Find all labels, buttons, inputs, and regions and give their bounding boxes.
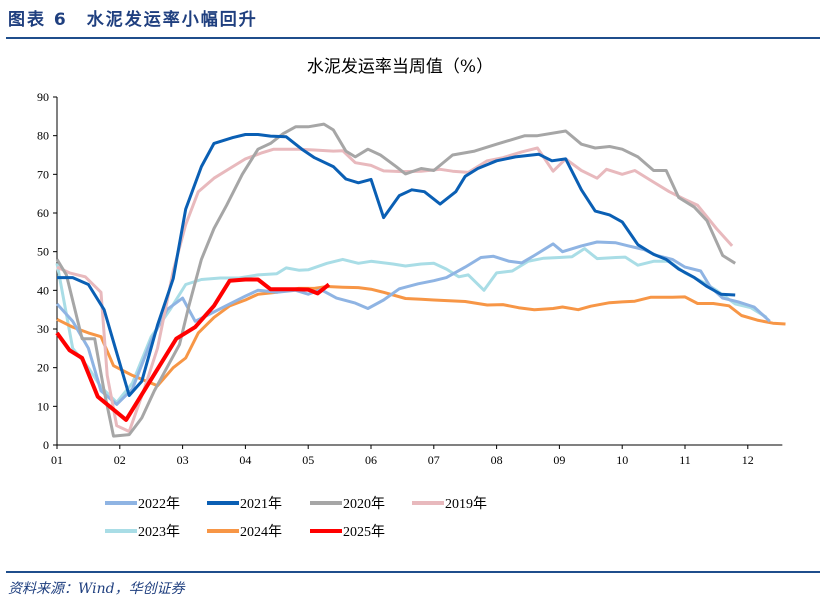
x-tick-label: 07 (428, 453, 440, 467)
legend-label: 2021年 (240, 496, 282, 512)
x-tick-label: 08 (491, 453, 503, 467)
legend-item: 2019年 (412, 496, 487, 512)
x-tick-label: 05 (302, 453, 314, 467)
legend-item: 2024年 (207, 524, 282, 540)
x-tick-label: 03 (177, 453, 189, 467)
y-tick-label: 60 (37, 206, 49, 220)
y-tick-label: 50 (37, 245, 49, 259)
x-tick-label: 11 (679, 453, 691, 467)
series-line-2023 (55, 247, 768, 404)
legend-label: 2019年 (445, 496, 487, 512)
figure-title: 图表 6 水泥发运率小幅回升 (8, 10, 258, 30)
legend-item: 2023年 (105, 524, 180, 540)
y-tick-label: 90 (37, 90, 49, 104)
footer-divider (6, 571, 820, 573)
legend-item: 2022年 (105, 496, 180, 512)
y-tick-label: 40 (37, 283, 49, 297)
y-tick-label: 10 (37, 399, 49, 413)
y-tick-label: 70 (37, 167, 49, 181)
header-divider (6, 37, 820, 39)
series-line-2025 (55, 277, 331, 422)
y-tick-label: 80 (37, 129, 49, 143)
y-tick-label: 0 (43, 438, 49, 452)
legend-item: 2025年 (310, 524, 385, 540)
legend-label: 2020年 (343, 496, 385, 512)
series-line-2024 (56, 285, 786, 388)
x-tick-label: 09 (553, 453, 565, 467)
x-tick-label: 10 (616, 453, 628, 467)
series-line-2019 (56, 146, 734, 433)
x-tick-label: 06 (365, 453, 377, 467)
source-note: 资料来源：Wind，华创证券 (8, 581, 185, 597)
legend-label: 2024年 (240, 524, 282, 540)
x-tick-label: 01 (51, 453, 63, 467)
series-line-2020 (55, 122, 736, 438)
chart-title: 水泥发运率当周值（%） (307, 57, 493, 77)
x-tick-label: 04 (239, 453, 251, 467)
legend-label: 2022年 (138, 496, 180, 512)
legend-label: 2025年 (343, 524, 385, 540)
legend-item: 2021年 (207, 496, 282, 512)
y-tick-label: 20 (37, 361, 49, 375)
x-tick-label: 12 (742, 453, 754, 467)
series-line-2021 (57, 133, 736, 397)
legend-label: 2023年 (138, 524, 180, 540)
y-tick-label: 30 (37, 322, 49, 336)
legend-item: 2020年 (310, 496, 385, 512)
x-tick-label: 02 (114, 453, 126, 467)
